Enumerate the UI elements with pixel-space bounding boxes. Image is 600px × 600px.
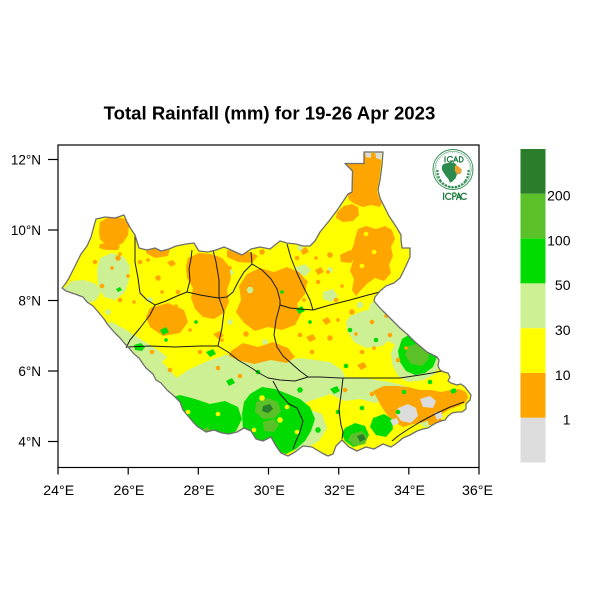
svg-text:10°N: 10°N [11,223,41,238]
svg-text:34°E: 34°E [394,483,425,499]
svg-text:26°E: 26°E [113,483,144,499]
svg-text:Total Rainfall (mm) for 19-26: Total Rainfall (mm) for 19-26 Apr 2023 [104,103,436,124]
svg-text:50: 50 [555,277,571,293]
svg-text:30°E: 30°E [254,483,285,499]
svg-text:200: 200 [547,188,571,204]
svg-text:100: 100 [547,232,571,248]
svg-text:8°N: 8°N [18,293,41,308]
svg-text:32°E: 32°E [324,483,355,499]
svg-text:30: 30 [555,322,571,338]
svg-text:28°E: 28°E [184,483,215,499]
svg-text:36°E: 36°E [462,483,493,499]
svg-text:10: 10 [555,367,571,383]
svg-text:6°N: 6°N [18,364,41,379]
svg-text:4°N: 4°N [18,434,41,449]
svg-text:24°E: 24°E [43,483,74,499]
svg-text:12°N: 12°N [11,152,41,167]
svg-text:1: 1 [563,412,571,428]
